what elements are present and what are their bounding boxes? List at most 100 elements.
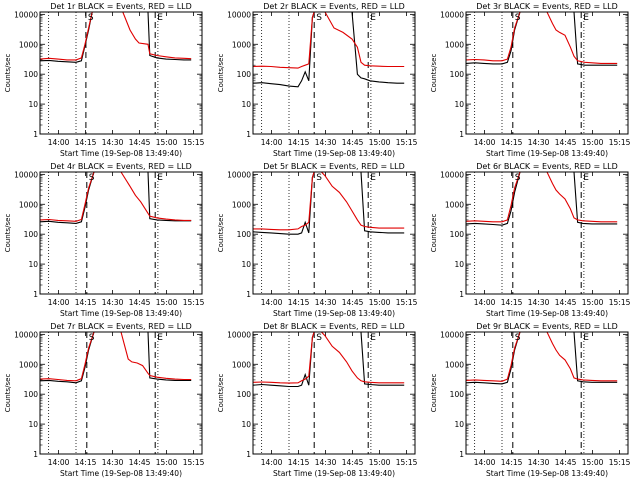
y-tick-label: 10 xyxy=(454,420,464,429)
detector-panel-5: Det 5r BLACK = Events, RED = LLD Counts/s… xyxy=(217,162,418,318)
y-tick-label: 10000 xyxy=(14,330,38,339)
detector-panel-3: Det 3r BLACK = Events, RED = LLD Counts/s… xyxy=(430,2,631,158)
panel-title: Det 7r BLACK = Events, RED = LLD xyxy=(50,322,192,331)
y-axis-label: Counts/sec xyxy=(4,214,12,253)
detector-panel-8: Det 8r BLACK = Events, RED = LLD Counts/s… xyxy=(217,322,418,478)
y-tick-label: 1 xyxy=(459,290,464,299)
y-tick-label: 100 xyxy=(237,70,252,79)
plot-frame xyxy=(465,331,629,455)
plot-frame xyxy=(39,11,203,135)
x-tick-label: 15:00 xyxy=(369,458,391,467)
y-tick-label: 10 xyxy=(28,260,38,269)
y-tick-label: 100 xyxy=(24,390,39,399)
y-tick-label: 100 xyxy=(237,230,252,239)
x-tick-label: 14:30 xyxy=(528,298,550,307)
end-marker: E xyxy=(583,13,589,23)
x-axis-label: Start Time (19-Sep-08 13:49:40) xyxy=(60,469,182,478)
y-axis-label: Counts/sec xyxy=(430,374,438,413)
plot-frame xyxy=(465,11,629,135)
y-tick-label: 100 xyxy=(450,390,465,399)
x-tick-label: 14:45 xyxy=(342,138,364,147)
x-tick-label: 14:15 xyxy=(288,298,310,307)
start-marker: S xyxy=(89,173,95,183)
y-axis-label: Counts/sec xyxy=(430,214,438,253)
x-tick-label: 14:00 xyxy=(474,138,496,147)
panel-title: Det 4r BLACK = Events, RED = LLD xyxy=(50,162,192,171)
plot-frame xyxy=(252,171,416,295)
y-tick-label: 10 xyxy=(241,260,251,269)
start-marker: S xyxy=(316,333,322,343)
y-tick-label: 10000 xyxy=(440,330,464,339)
x-tick-label: 14:30 xyxy=(102,138,124,147)
plot-frame xyxy=(39,331,203,455)
events-series-line xyxy=(40,12,192,63)
x-tick-label: 14:00 xyxy=(48,138,70,147)
start-marker: S xyxy=(515,173,521,183)
detector-panel-9: Det 9r BLACK = Events, RED = LLD Counts/s… xyxy=(430,322,631,478)
y-tick-label: 1 xyxy=(33,450,38,459)
y-tick-label: 1000 xyxy=(19,200,38,209)
panel-title: Det 6r BLACK = Events, RED = LLD xyxy=(476,162,618,171)
lld-series-line xyxy=(253,172,405,231)
x-tick-label: 14:15 xyxy=(288,458,310,467)
x-tick-label: 14:15 xyxy=(288,138,310,147)
plot-frame xyxy=(465,171,629,295)
y-tick-label: 1 xyxy=(459,450,464,459)
detector-panel-4: Det 4r BLACK = Events, RED = LLD Counts/s… xyxy=(4,162,205,318)
y-tick-label: 10 xyxy=(241,100,251,109)
y-tick-label: 10 xyxy=(241,420,251,429)
panel-title: Det 1r BLACK = Events, RED = LLD xyxy=(50,2,192,11)
x-tick-label: 15:00 xyxy=(582,138,604,147)
lld-series-line xyxy=(40,332,192,382)
x-axis-label: Start Time (19-Sep-08 13:49:40) xyxy=(486,309,608,318)
y-tick-label: 1 xyxy=(246,130,251,139)
y-tick-label: 1 xyxy=(246,290,251,299)
x-tick-label: 14:45 xyxy=(342,458,364,467)
detector-panel-1: Det 1r BLACK = Events, RED = LLD Counts/s… xyxy=(4,2,205,158)
y-tick-label: 100 xyxy=(237,390,252,399)
x-axis-label: Start Time (19-Sep-08 13:49:40) xyxy=(60,309,182,318)
y-tick-label: 1000 xyxy=(19,360,38,369)
x-tick-label: 15:15 xyxy=(609,138,631,147)
end-marker: E xyxy=(157,13,163,23)
y-tick-label: 1000 xyxy=(232,200,251,209)
y-axis-label: Counts/sec xyxy=(4,374,12,413)
x-axis-label: Start Time (19-Sep-08 13:49:40) xyxy=(486,469,608,478)
end-marker: E xyxy=(370,173,376,183)
end-marker: E xyxy=(370,333,376,343)
x-tick-label: 15:15 xyxy=(183,298,205,307)
x-tick-label: 15:00 xyxy=(156,458,178,467)
x-axis-label: Start Time (19-Sep-08 13:49:40) xyxy=(273,469,395,478)
y-tick-label: 10 xyxy=(28,100,38,109)
y-tick-label: 10000 xyxy=(14,170,38,179)
x-tick-label: 14:30 xyxy=(528,458,550,467)
x-tick-label: 15:00 xyxy=(156,298,178,307)
x-tick-label: 14:30 xyxy=(315,298,337,307)
y-tick-label: 100 xyxy=(450,70,465,79)
lld-series-line xyxy=(253,12,405,69)
x-tick-label: 15:00 xyxy=(156,138,178,147)
x-tick-label: 14:45 xyxy=(129,298,151,307)
x-axis-label: Start Time (19-Sep-08 13:49:40) xyxy=(60,149,182,158)
x-tick-label: 14:45 xyxy=(555,458,577,467)
y-tick-label: 1000 xyxy=(445,200,464,209)
end-marker: E xyxy=(370,13,376,23)
lld-series-line xyxy=(40,12,192,61)
x-tick-label: 14:00 xyxy=(261,298,283,307)
y-tick-label: 1000 xyxy=(232,360,251,369)
plot-frame xyxy=(252,11,416,135)
x-tick-label: 14:15 xyxy=(75,298,97,307)
x-tick-label: 14:45 xyxy=(555,298,577,307)
start-marker: S xyxy=(89,333,95,343)
y-tick-label: 1000 xyxy=(232,40,251,49)
x-tick-label: 14:15 xyxy=(75,458,97,467)
end-marker: E xyxy=(157,333,163,343)
x-tick-label: 14:00 xyxy=(474,458,496,467)
y-tick-label: 1000 xyxy=(445,360,464,369)
y-tick-label: 1 xyxy=(246,450,251,459)
x-tick-label: 14:30 xyxy=(528,138,550,147)
events-series-line xyxy=(253,12,405,88)
start-marker: S xyxy=(316,173,322,183)
x-tick-label: 14:15 xyxy=(75,138,97,147)
x-tick-label: 14:15 xyxy=(501,458,523,467)
